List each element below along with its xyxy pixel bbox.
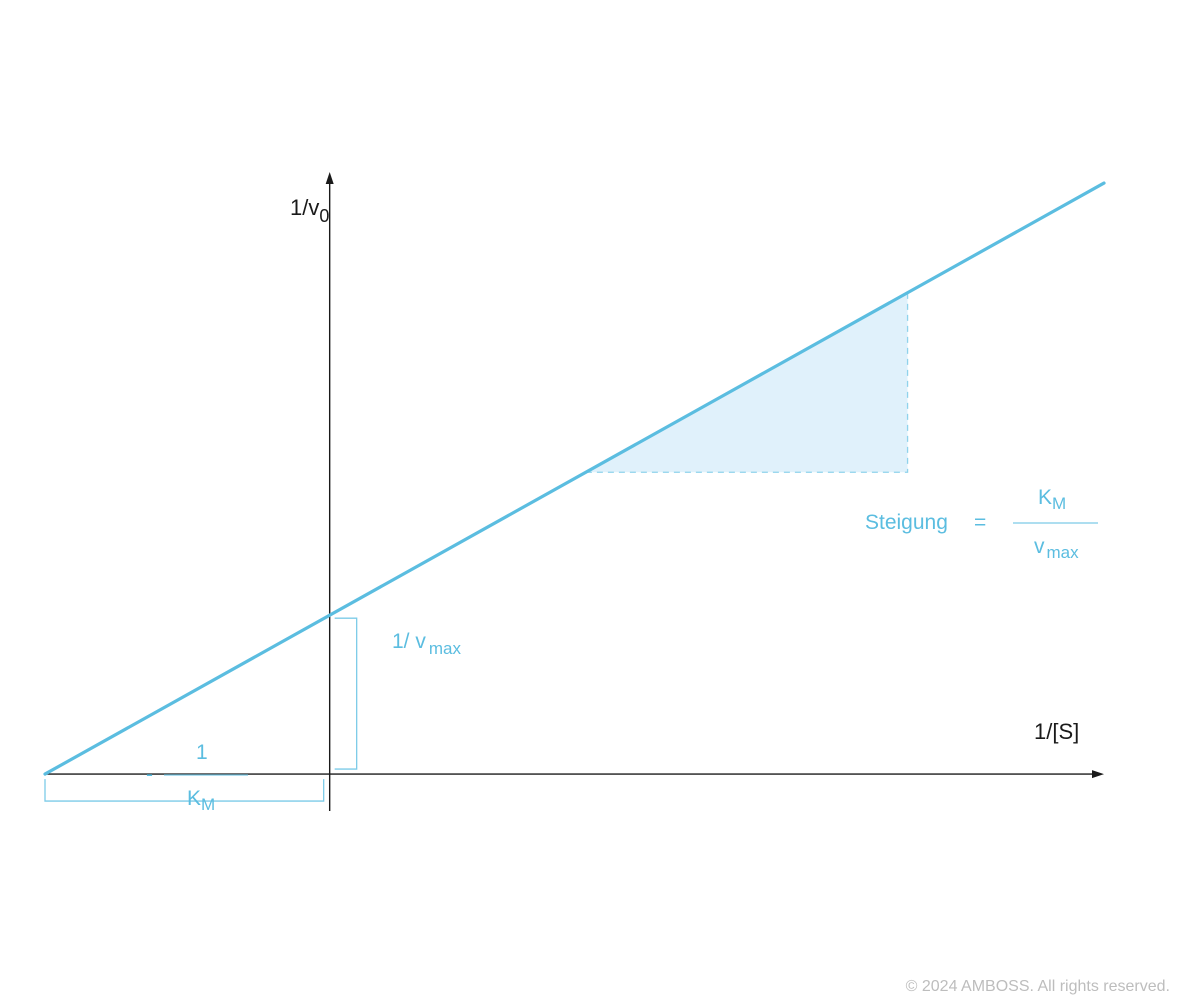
y-intercept-label: 1/ v max <box>392 630 461 658</box>
series-line <box>43 181 1106 776</box>
x-intercept-bracket <box>44 779 325 802</box>
slope-triangle-dashed-edges <box>585 292 909 473</box>
y-intercept-bracket <box>334 617 358 770</box>
copyright-notice: © 2024 AMBOSS. All rights reserved. <box>905 978 1170 995</box>
x-intercept-denominator: KM <box>187 787 215 814</box>
x-intercept-sign: - <box>146 763 153 786</box>
slope-equals: = <box>974 511 986 534</box>
slope-denominator: v max <box>1034 535 1079 562</box>
x-axis-arrow <box>1092 770 1104 779</box>
y-axis-arrow <box>325 172 334 184</box>
x-axis-label: 1/[S] <box>1034 719 1079 744</box>
slope-label: Steigung <box>865 511 948 534</box>
y-axis-label: 1/v0 <box>290 195 329 226</box>
x-intercept-numerator: 1 <box>196 741 208 764</box>
slope-numerator: KM <box>1038 486 1066 513</box>
